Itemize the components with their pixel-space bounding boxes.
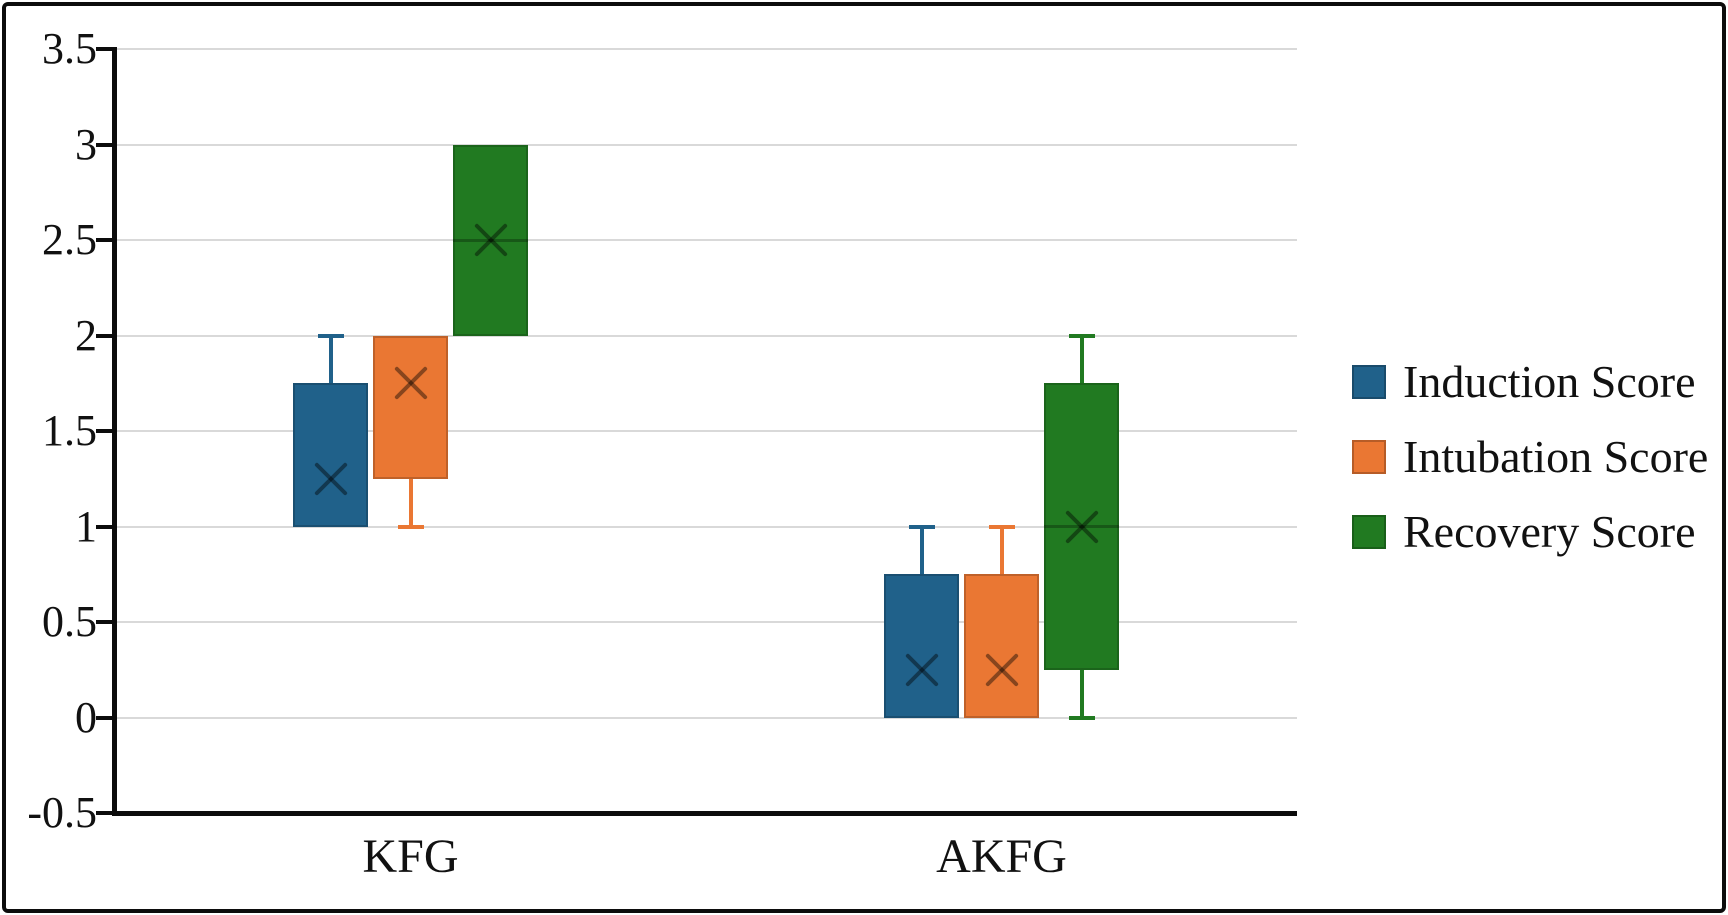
- whisker-stem: [919, 526, 924, 575]
- mean-x-marker: [985, 653, 1019, 687]
- whisker-cap: [1068, 333, 1095, 338]
- legend-swatch: [1352, 514, 1386, 549]
- box-induction-score-akfg: [884, 574, 959, 718]
- whisker-stem: [999, 526, 1004, 575]
- legend-item-recovery-score: Recovery Score: [1352, 494, 1708, 569]
- whisker-stem: [408, 478, 413, 527]
- y-axis-tick: [96, 715, 113, 720]
- mean-x-marker: [314, 462, 348, 496]
- whisker-stem: [1079, 335, 1084, 384]
- gridline: [117, 143, 1297, 146]
- gridline: [117, 525, 1297, 528]
- y-tick-label: 2: [75, 310, 97, 360]
- y-tick-label: 1.5: [42, 406, 97, 455]
- y-tick-label: 1: [75, 501, 97, 551]
- gridline: [117, 621, 1297, 623]
- x-axis-baseline: [112, 811, 1297, 816]
- gridline: [117, 334, 1297, 337]
- whisker-cap: [908, 524, 935, 529]
- y-axis-tick: [96, 429, 113, 433]
- y-tick-label: 3.5: [42, 24, 97, 73]
- category-label-akfg: AKFG: [936, 830, 1067, 883]
- whisker-cap: [317, 333, 344, 338]
- gridline: [117, 48, 1297, 50]
- y-tick-label: 0.5: [42, 597, 97, 646]
- legend-item-induction-score: Induction Score: [1352, 344, 1708, 419]
- category-label-kfg: KFG: [362, 830, 459, 883]
- y-axis-tick: [96, 47, 113, 51]
- mean-x-marker: [474, 223, 508, 257]
- y-tick-label: 0: [75, 692, 97, 742]
- legend: Induction Score Intubation Score Recovery …: [1352, 344, 1708, 569]
- mean-x-marker: [905, 653, 939, 687]
- legend-swatch: [1352, 439, 1386, 474]
- plot-area: 3.5 3 2.5 2 1.5 1 0.5 0 -0.5 KFG AKFG: [27, 27, 1297, 881]
- y-axis-tick: [96, 524, 113, 529]
- gridline: [117, 430, 1297, 432]
- box-intubation-score-akfg: [964, 574, 1039, 718]
- y-axis-tick: [96, 333, 113, 338]
- legend-label: Induction Score: [1403, 355, 1696, 407]
- legend-swatch: [1352, 364, 1386, 399]
- whisker-cap: [988, 524, 1015, 529]
- whisker-cap: [397, 524, 424, 529]
- legend-label: Intubation Score: [1403, 430, 1709, 482]
- whisker-cap: [1068, 715, 1095, 720]
- y-tick-label: -0.5: [27, 788, 97, 837]
- y-tick-label: 2.5: [42, 215, 97, 264]
- mean-x-marker: [1065, 510, 1099, 544]
- y-axis-tick: [96, 142, 113, 147]
- box-induction-score-kfg: [293, 383, 368, 527]
- y-axis-tick: [96, 238, 113, 242]
- y-tick-label: 3: [75, 119, 97, 169]
- whisker-stem: [1079, 669, 1084, 718]
- y-axis-line: [112, 47, 117, 815]
- box-intubation-score-kfg: [373, 335, 448, 479]
- legend-label: Recovery Score: [1403, 505, 1696, 557]
- gridline: [117, 239, 1297, 241]
- gridline: [117, 716, 1297, 719]
- legend-item-intubation-score: Intubation Score: [1352, 419, 1708, 494]
- y-axis-tick: [96, 620, 113, 624]
- mean-x-marker: [394, 366, 428, 400]
- y-axis-tick: [96, 811, 113, 815]
- whisker-stem: [328, 335, 333, 384]
